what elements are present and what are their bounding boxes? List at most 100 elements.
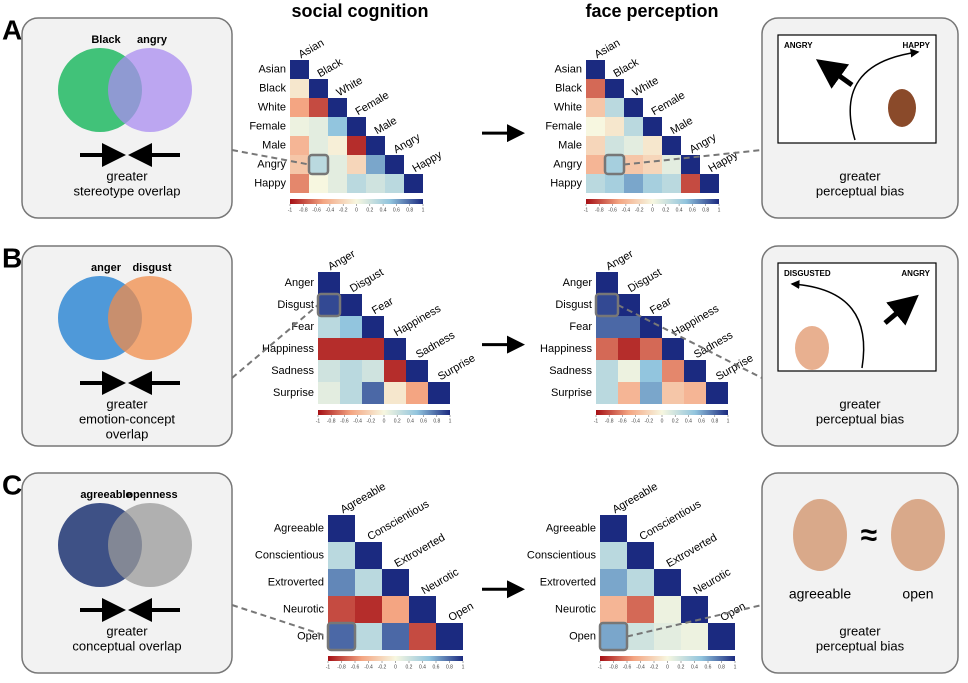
cell	[290, 60, 309, 79]
colorbar-label: 0.8	[406, 207, 413, 213]
cell	[586, 79, 605, 98]
caption: greater	[106, 396, 148, 411]
venn-label: openness	[126, 489, 177, 501]
caption: emotion-concept	[79, 411, 175, 426]
column-label: Happiness	[392, 302, 443, 339]
cell	[340, 338, 362, 360]
column-label: Black	[611, 56, 641, 80]
cell	[643, 174, 662, 193]
cell	[366, 136, 385, 155]
colorbar-label: 0	[651, 207, 654, 213]
column-label: Male	[668, 115, 695, 137]
cell	[605, 79, 624, 98]
colorbar	[318, 410, 450, 415]
response-label: ANGRY	[901, 269, 930, 278]
response-label: ANGRY	[784, 41, 813, 50]
column-label: Angry	[391, 131, 422, 156]
cell	[586, 174, 605, 193]
row-label: Surprise	[551, 387, 592, 399]
colorbar-label: 0.4	[407, 418, 414, 424]
cell	[309, 174, 328, 193]
column-label: Sadness	[692, 329, 736, 361]
column-label: Angry	[687, 131, 718, 156]
connector	[231, 304, 319, 379]
cell	[328, 542, 355, 569]
colorbar-label: -0.6	[608, 207, 617, 213]
cell	[605, 136, 624, 155]
colorbar-label: 0.8	[433, 418, 440, 424]
cell	[366, 155, 385, 174]
face	[888, 89, 916, 127]
connector	[617, 304, 763, 379]
colorbar-label: -0.4	[326, 207, 335, 213]
cell	[618, 360, 640, 382]
cell	[596, 272, 618, 294]
column-label: Asian	[592, 37, 622, 61]
row-label: Fear	[291, 321, 314, 333]
mouse-trajectory	[790, 280, 865, 369]
row-label: Happiness	[262, 343, 314, 355]
colorbar-label: -0.4	[631, 418, 640, 424]
column-label: Anger	[604, 248, 636, 273]
cell	[347, 117, 366, 136]
row-label: Extroverted	[268, 576, 324, 588]
cell	[681, 155, 700, 174]
row-label: Asian	[554, 63, 582, 75]
cell	[340, 382, 362, 404]
colorbar-label: 0.2	[406, 664, 413, 670]
connector	[626, 604, 763, 638]
cell	[624, 117, 643, 136]
cell	[586, 98, 605, 117]
cell	[662, 382, 684, 404]
cell	[409, 596, 436, 623]
cell	[318, 294, 340, 316]
header: social cognition	[291, 1, 428, 21]
venn-circle	[108, 48, 192, 132]
colorbar-label: 1	[422, 207, 425, 213]
cell	[624, 98, 643, 117]
cell	[618, 294, 640, 316]
cell	[662, 360, 684, 382]
cell	[600, 515, 627, 542]
cell	[600, 623, 627, 650]
column-label: Fear	[370, 295, 396, 317]
caption: conceptual overlap	[72, 638, 181, 653]
caption: perceptual bias	[816, 411, 905, 426]
venn-label: Black	[91, 34, 121, 46]
colorbar-label: 0.4	[419, 664, 426, 670]
cell	[355, 596, 382, 623]
cell	[290, 155, 309, 174]
cell	[290, 117, 309, 136]
cell	[355, 542, 382, 569]
cell	[684, 360, 706, 382]
cell	[340, 360, 362, 382]
caption: greater	[839, 168, 881, 183]
row-label: Extroverted	[540, 576, 596, 588]
colorbar	[290, 199, 423, 204]
column-label: Anger	[326, 248, 358, 273]
colorbar-label: -0.2	[635, 207, 644, 213]
column-label: Black	[315, 56, 345, 80]
cell	[328, 117, 347, 136]
colorbar-label: -1	[584, 207, 589, 213]
column-label: Male	[372, 115, 399, 137]
cell	[347, 174, 366, 193]
row-label: Open	[569, 630, 596, 642]
cell	[384, 360, 406, 382]
colorbar-label: -0.2	[650, 664, 659, 670]
frame	[777, 34, 937, 144]
row-label: Neurotic	[555, 603, 596, 615]
cell	[684, 382, 706, 404]
cell	[627, 542, 654, 569]
colorbar-label: 0.6	[698, 418, 705, 424]
cell	[428, 382, 450, 404]
colorbar-label: 0.2	[662, 207, 669, 213]
cell	[605, 174, 624, 193]
row-label: Agreeable	[546, 522, 596, 534]
row-label: Male	[262, 139, 286, 151]
row-label: Black	[555, 82, 582, 94]
colorbar-label: -0.8	[609, 664, 618, 670]
panel-letter: A	[2, 14, 22, 45]
caption: stereotype overlap	[74, 183, 181, 198]
cell	[309, 155, 328, 174]
